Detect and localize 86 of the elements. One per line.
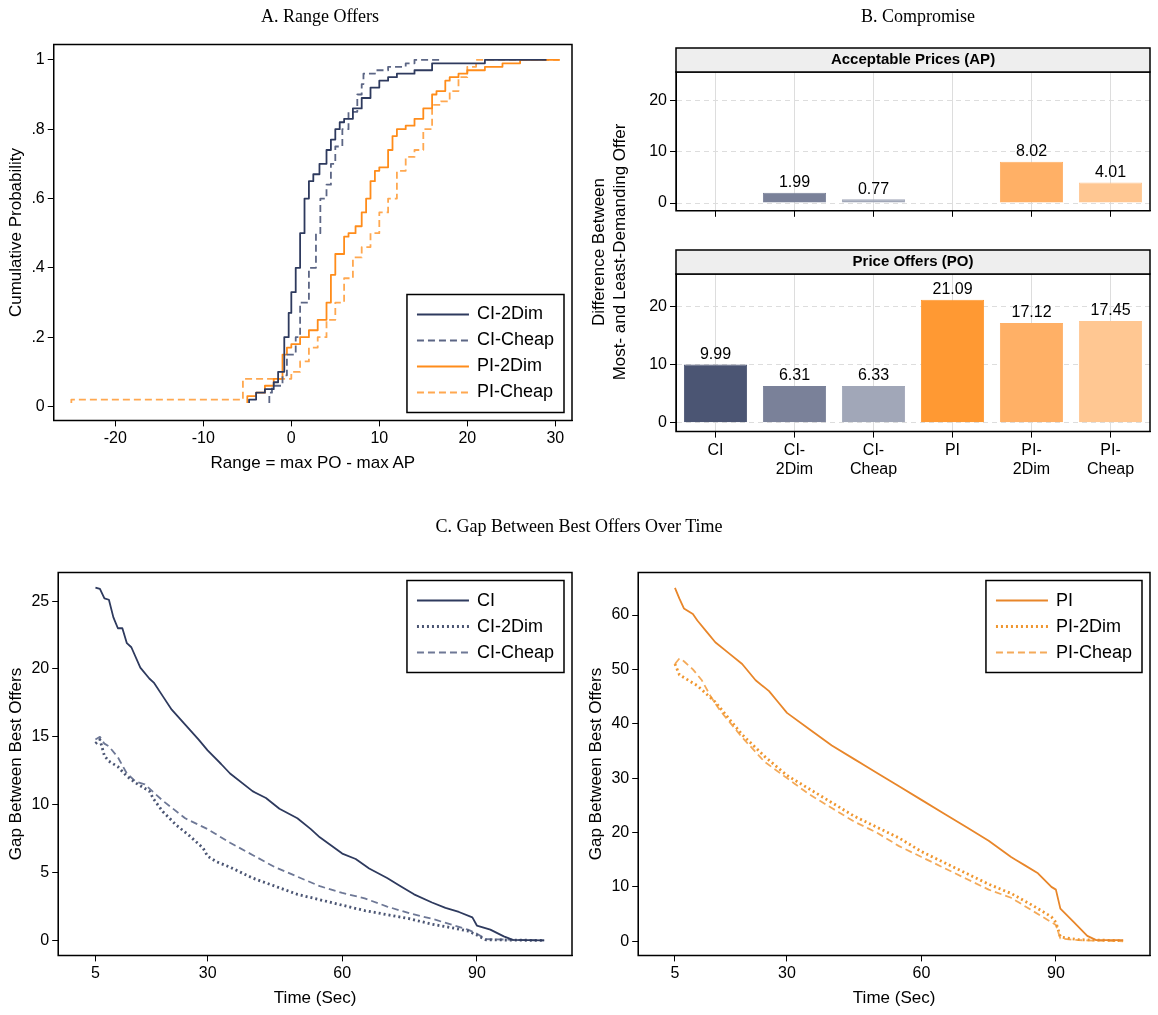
y-tick-label: 20 xyxy=(611,822,630,840)
data-label: 21.09 xyxy=(932,280,973,298)
x-tick-label: 20 xyxy=(458,429,477,447)
legend-label: PI-Cheap xyxy=(476,381,554,402)
y-tick-label: 50 xyxy=(611,659,630,677)
x-axis-title: Range = max PO - max AP xyxy=(210,453,416,473)
bar xyxy=(683,364,748,423)
data-label: 6.31 xyxy=(778,366,811,384)
bar xyxy=(1078,320,1143,423)
bar xyxy=(999,161,1064,203)
x-tick-label: -10 xyxy=(191,429,215,447)
y-tick-label: 10 xyxy=(649,142,668,160)
legend-label: PI-2Dim xyxy=(1055,615,1121,636)
y-tick-label: .2 xyxy=(31,327,45,345)
x-tick-label: 30 xyxy=(198,964,217,982)
data-label: 9.99 xyxy=(699,344,732,362)
y-axis-title: Gap Between Best Offers xyxy=(5,667,25,861)
y-tick-label: 0 xyxy=(658,413,668,431)
legend-label: CI-Cheap xyxy=(476,329,555,350)
x-tick-label: -20 xyxy=(103,429,127,447)
y-tick-label: .6 xyxy=(31,188,45,206)
chart-title: A. Range Offers xyxy=(260,6,380,27)
x-tick-label: 10 xyxy=(370,429,389,447)
x-tick-label: 60 xyxy=(333,964,352,982)
y-tick-label: 10 xyxy=(649,354,668,372)
legend-label: PI xyxy=(1055,589,1073,610)
legend-label: CI-Cheap xyxy=(476,641,555,662)
y-tick-label: 20 xyxy=(649,296,668,314)
data-label: 1.99 xyxy=(778,173,811,191)
y-tick-label: .4 xyxy=(31,258,45,276)
legend-label: CI-2Dim xyxy=(476,303,543,324)
x-tick-label: PI-Cheap xyxy=(1086,440,1135,477)
x-tick-label: 90 xyxy=(467,964,486,982)
y-tick-label: 20 xyxy=(31,659,50,677)
bar xyxy=(999,322,1064,423)
legend-label: CI-2Dim xyxy=(476,615,543,636)
y-tick-label: 10 xyxy=(611,877,630,895)
data-label: 6.33 xyxy=(857,366,890,384)
x-axis-title: Time (Sec) xyxy=(852,988,936,1008)
legend-label: PI-2Dim xyxy=(476,355,542,376)
legend-label: CI xyxy=(476,589,495,610)
x-tick-label: 5 xyxy=(670,964,680,982)
x-tick-label: 60 xyxy=(912,964,931,982)
x-tick-label: 0 xyxy=(286,429,296,447)
y-tick-label: 0 xyxy=(40,930,50,948)
chart-title: C. Gap Between Best Offers Over Time xyxy=(435,516,723,537)
y-axis-title: Cumulative Probability xyxy=(5,147,25,318)
bar xyxy=(920,299,985,423)
legend-label: PI-Cheap xyxy=(1055,641,1132,662)
data-label: 0.77 xyxy=(857,179,890,197)
x-tick-label: PI xyxy=(944,440,961,458)
x-tick-label: CI-2Dim xyxy=(775,440,814,477)
bar xyxy=(841,385,906,423)
bar xyxy=(762,192,827,203)
chart-title: B. Compromise xyxy=(860,6,976,27)
y-tick-label: 0 xyxy=(620,931,630,949)
y-axis-title: Gap Between Best Offers xyxy=(585,667,605,861)
y-tick-label: 30 xyxy=(611,768,630,786)
chart-subtitle: Acceptable Prices (AP) xyxy=(830,50,996,68)
x-tick-label: CI xyxy=(707,440,724,458)
x-axis-title: Time (Sec) xyxy=(273,988,357,1008)
data-label: 17.45 xyxy=(1090,301,1131,319)
y-tick-label: 40 xyxy=(611,714,630,732)
y-tick-label: 0 xyxy=(658,193,668,211)
x-tick-label: PI-2Dim xyxy=(1012,440,1051,477)
data-label: 17.12 xyxy=(1011,303,1052,321)
data-label: 4.01 xyxy=(1094,162,1127,180)
y-tick-label: 20 xyxy=(649,90,668,108)
y-tick-label: 10 xyxy=(31,795,50,813)
y-tick-label: 15 xyxy=(31,727,50,745)
y-tick-label: 1 xyxy=(35,50,45,68)
bar xyxy=(1078,182,1143,203)
x-tick-label: 30 xyxy=(778,964,796,982)
y-tick-label: 5 xyxy=(40,863,50,880)
y-tick-label: .8 xyxy=(31,119,45,137)
y-tick-label: 60 xyxy=(611,605,630,623)
y-tick-label: 0 xyxy=(35,396,45,414)
x-tick-label: 30 xyxy=(546,429,565,447)
y-tick-label: 25 xyxy=(31,591,50,609)
y-axis-title: Difference Between Most- and Least-Demanding Offer xyxy=(588,122,630,383)
bar xyxy=(762,386,827,423)
x-tick-label: CI-Cheap xyxy=(849,440,898,477)
data-label: 8.02 xyxy=(1015,142,1048,160)
x-tick-label: 90 xyxy=(1046,964,1065,982)
chart-subtitle: Price Offers (PO) xyxy=(852,252,974,270)
x-tick-label: 5 xyxy=(90,964,100,982)
